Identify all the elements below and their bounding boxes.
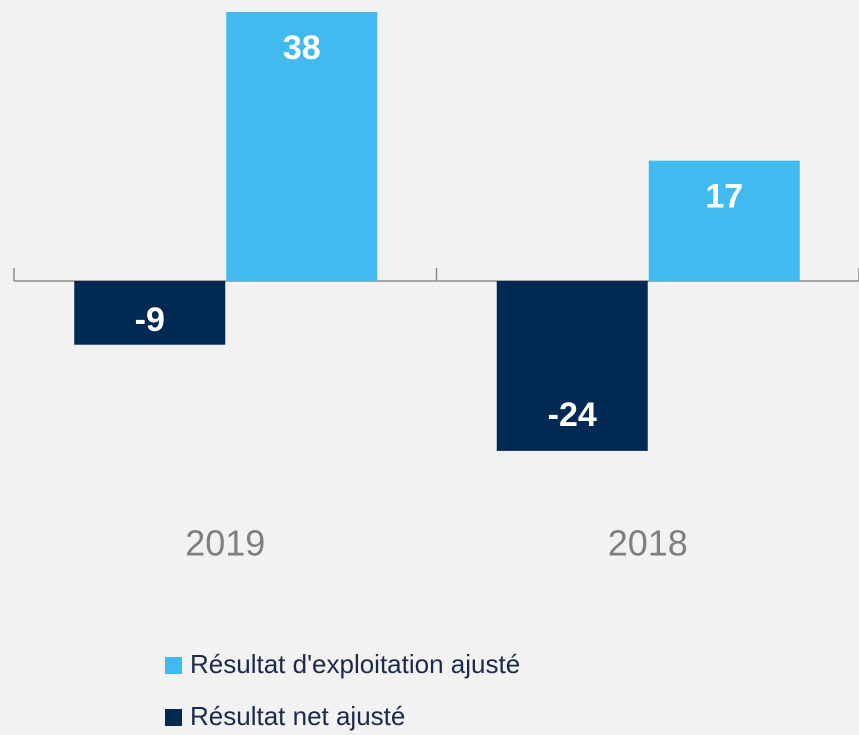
bar <box>226 12 378 281</box>
legend-swatch <box>165 657 182 674</box>
bar <box>496 281 648 451</box>
bar <box>648 160 800 281</box>
data-label: -24 <box>548 396 597 434</box>
x-tick-label: 2019 <box>185 523 265 564</box>
legend-label: Résultat net ajusté <box>190 701 405 731</box>
x-tick-label: 2018 <box>608 523 688 564</box>
legend-swatch <box>165 709 182 726</box>
data-label: -9 <box>135 301 165 339</box>
data-label: 38 <box>283 29 321 67</box>
data-label: 17 <box>705 178 743 216</box>
bar <box>74 281 226 345</box>
legend-label: Résultat d'exploitation ajusté <box>190 649 520 679</box>
